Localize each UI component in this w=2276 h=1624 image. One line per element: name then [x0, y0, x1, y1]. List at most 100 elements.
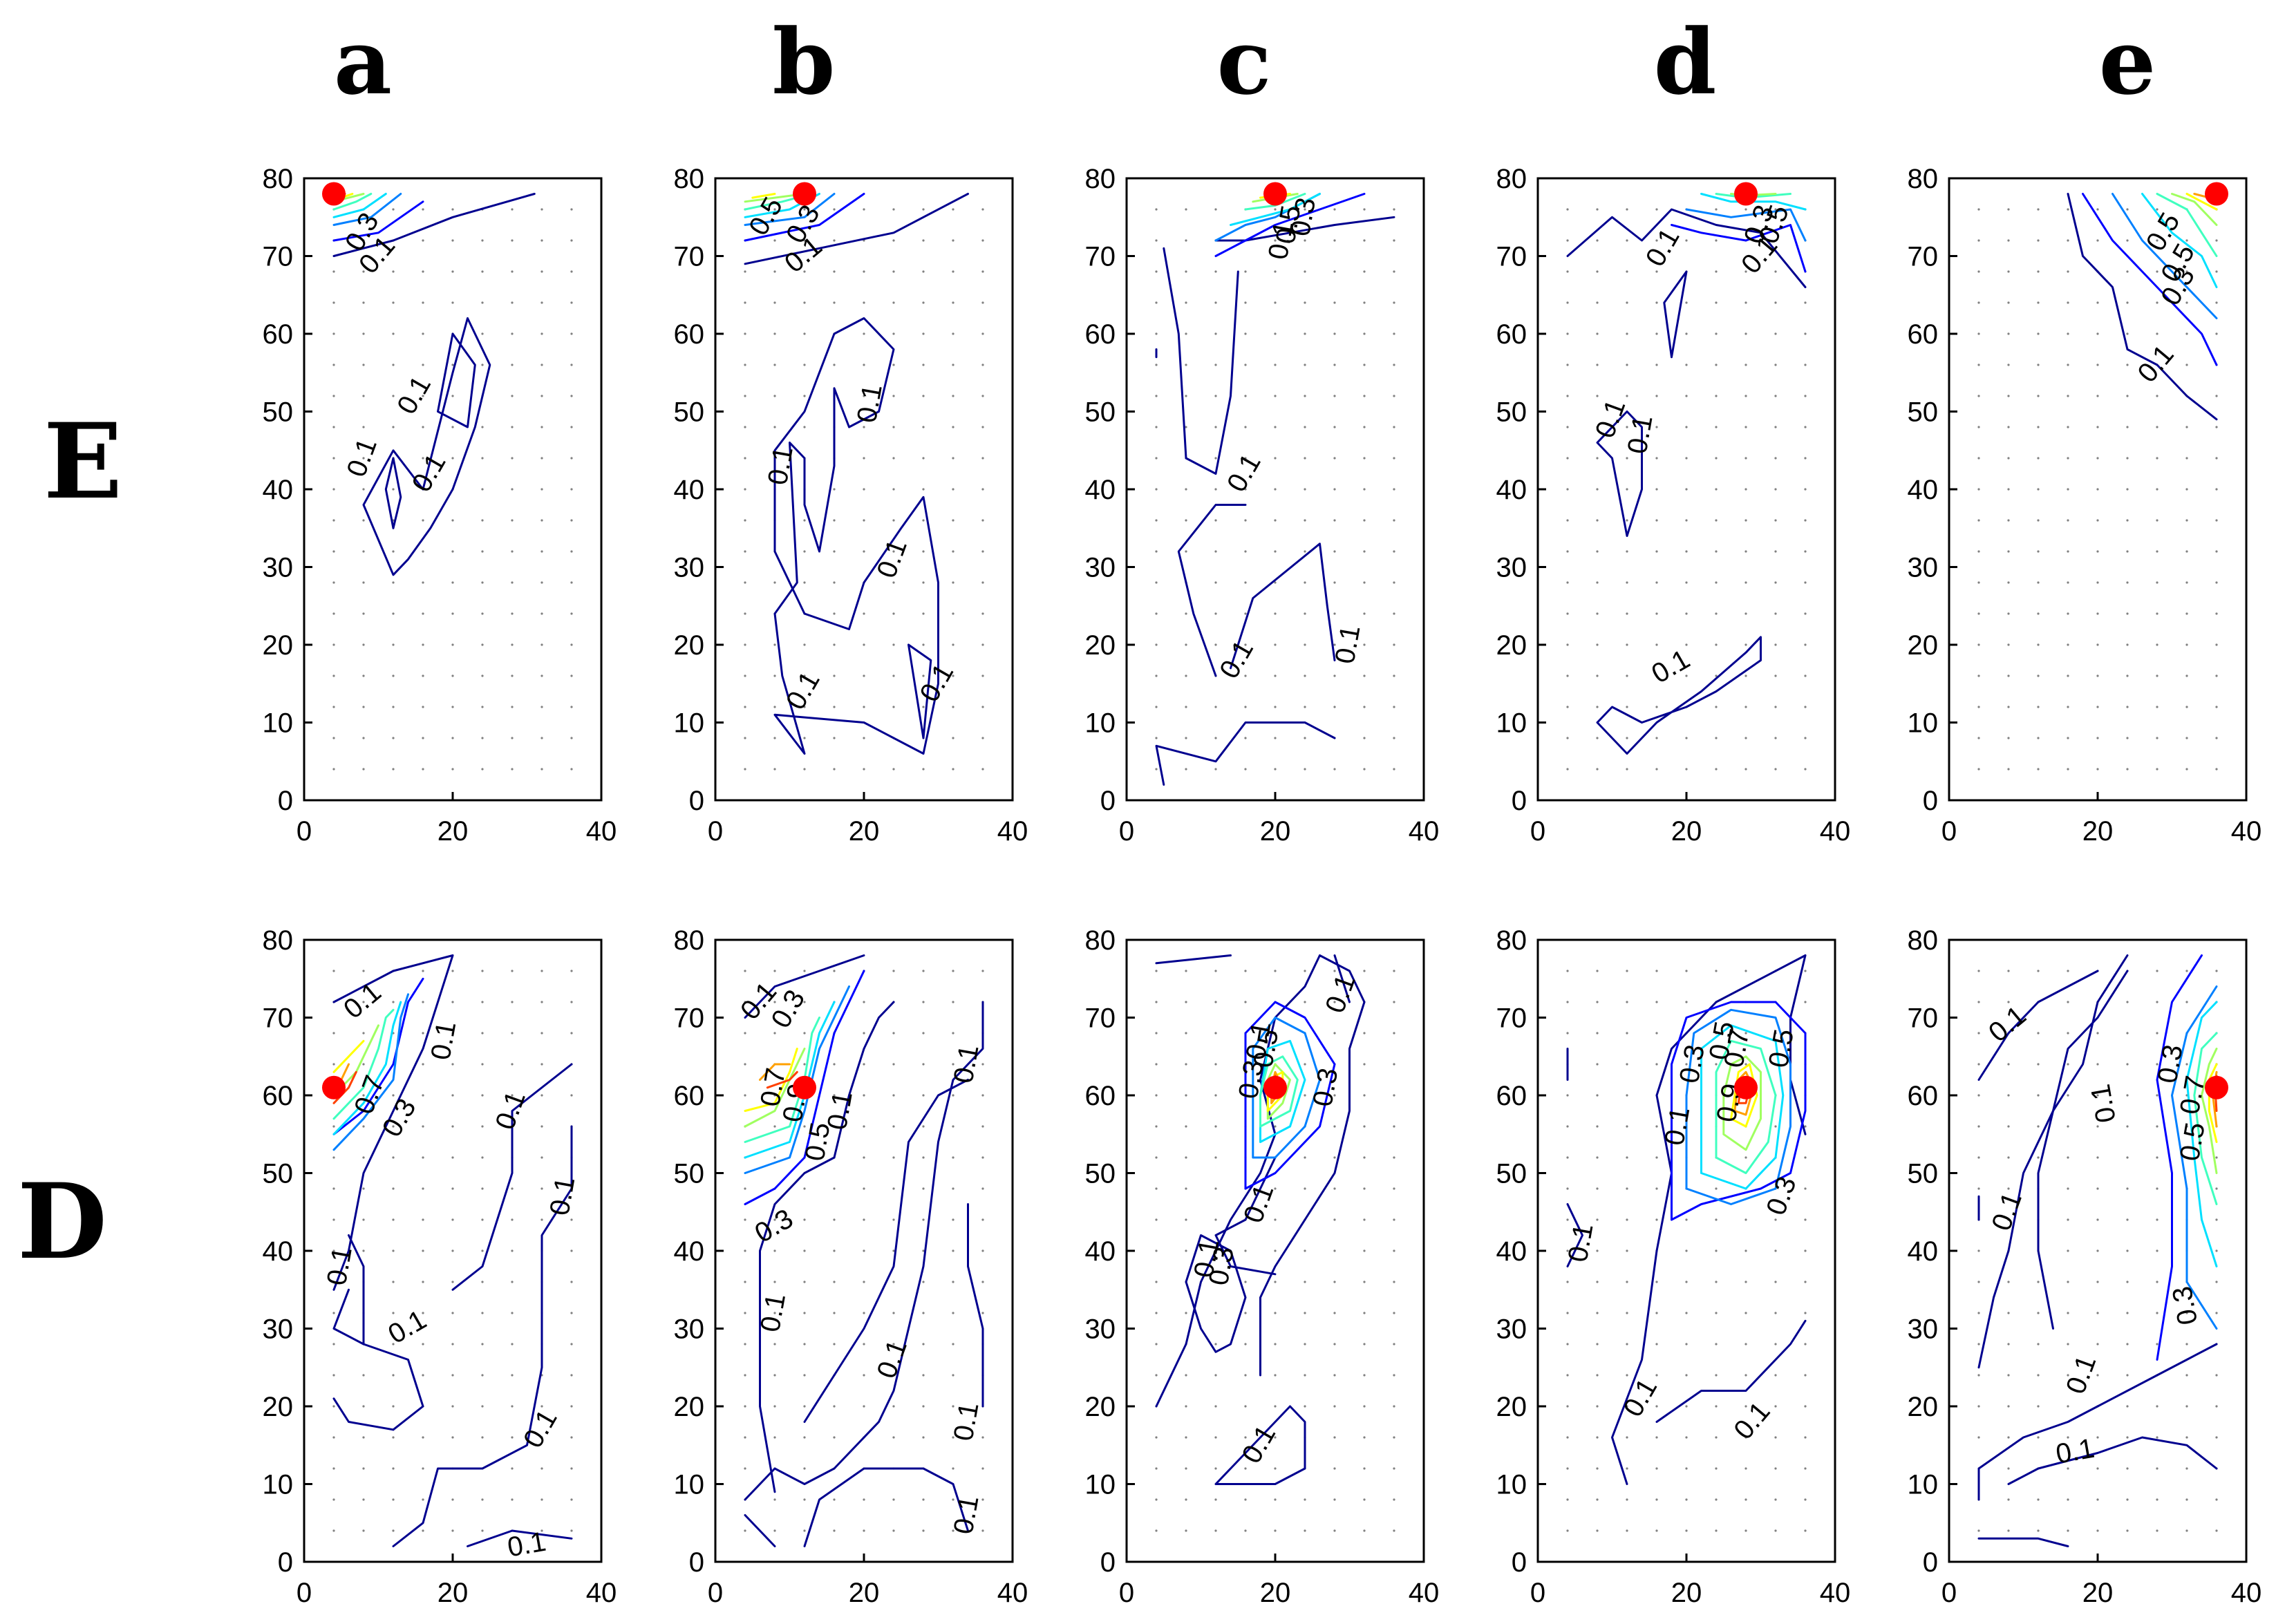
grid-dot — [511, 301, 514, 304]
grid-dot — [1363, 301, 1366, 304]
grid-dot — [1155, 643, 1158, 646]
grid-dot — [1155, 426, 1158, 428]
grid-dot — [2126, 1249, 2129, 1252]
grid-dot — [1715, 270, 1718, 273]
y-tick-label: 80 — [674, 925, 705, 956]
grid-dot — [540, 395, 543, 397]
grid-dot — [1596, 643, 1599, 646]
grid-dot — [2156, 674, 2159, 677]
grid-dot — [451, 301, 454, 304]
grid-dot — [863, 612, 865, 615]
grid-dot — [362, 1498, 365, 1501]
grid-dot — [1804, 1249, 1807, 1252]
grid-dot — [2007, 1063, 2010, 1066]
grid-dot — [1244, 768, 1247, 771]
grid-dot — [2067, 1436, 2069, 1439]
contour-label-D-c-0: 0.1 — [1319, 970, 1361, 1017]
grid-dot — [1214, 1187, 1217, 1190]
grid-dot — [1715, 581, 1718, 584]
x-tick-label: 20 — [849, 1578, 880, 1608]
x-tick-label: 40 — [2231, 1578, 2262, 1608]
grid-dot — [773, 270, 776, 273]
grid-dot — [511, 643, 514, 646]
grid-dot — [540, 301, 543, 304]
grid-dot — [1393, 1312, 1395, 1314]
grid-dot — [922, 395, 925, 397]
grid-dot — [2126, 1343, 2129, 1346]
grid-dot — [1185, 426, 1187, 428]
x-tick-label: 0 — [1530, 816, 1545, 847]
grid-dot — [1393, 395, 1395, 397]
grid-dot — [1977, 1001, 1980, 1003]
grid-dot — [2126, 674, 2129, 677]
grid-dot — [540, 1094, 543, 1097]
grid-dot — [744, 1343, 746, 1346]
grid-dot — [922, 1001, 925, 1003]
grid-dot — [392, 395, 395, 397]
grid-dot — [362, 301, 365, 304]
grid-dot — [570, 1498, 573, 1501]
grid-dot — [2067, 239, 2069, 242]
y-tick-label: 0 — [689, 1547, 704, 1578]
contour-label-D-c-2: 0.3 — [1233, 1058, 1270, 1101]
grid-dot — [2037, 612, 2040, 615]
contour-line-D-a-5-level-0.1 — [451, 1063, 573, 1291]
grid-dot — [451, 1001, 454, 1003]
grid-dot — [1185, 1218, 1187, 1221]
grid-dot — [773, 706, 776, 708]
grid-dot — [1214, 1436, 1217, 1439]
grid-dot — [481, 612, 484, 615]
contour-line-D-e-4-level-0.1 — [2007, 1436, 2218, 1485]
x-tick-label: 0 — [1941, 1578, 1957, 1608]
grid-dot — [1393, 768, 1395, 771]
grid-dot — [1977, 581, 1980, 584]
grid-dot — [2007, 1281, 2010, 1283]
grid-dot — [1685, 1218, 1688, 1221]
grid-dot — [952, 457, 954, 460]
grid-dot — [1804, 1187, 1807, 1190]
grid-dot — [1977, 488, 1980, 491]
grid-dot — [1715, 301, 1718, 304]
grid-dot — [1185, 768, 1187, 771]
y-tick-label: 10 — [674, 708, 705, 739]
grid-dot — [2156, 1218, 2159, 1221]
grid-dot — [570, 363, 573, 366]
grid-dot — [1244, 488, 1247, 491]
grid-dot — [570, 1001, 573, 1003]
source-marker-E-a — [322, 182, 346, 206]
grid-dot — [1977, 550, 1980, 553]
grid-dot — [1274, 1467, 1277, 1470]
grid-dot — [1393, 706, 1395, 708]
contour-label-D-b-11: 0.1 — [948, 1493, 985, 1536]
grid-dot — [1977, 737, 1980, 739]
contour-line-E-e-4-level-0.5 — [2156, 193, 2218, 257]
grid-dot — [332, 301, 335, 304]
grid-dot — [1596, 488, 1599, 491]
grid-dot — [892, 332, 895, 335]
grid-dot — [981, 550, 984, 553]
y-tick-label: 20 — [1085, 1392, 1116, 1422]
grid-dot — [1804, 1125, 1807, 1128]
grid-dot — [1274, 1374, 1277, 1377]
grid-dot — [2096, 363, 2099, 366]
grid-dot — [1155, 550, 1158, 553]
grid-dot — [1655, 581, 1658, 584]
grid-dot — [332, 970, 335, 972]
grid-dot — [2037, 1281, 2040, 1283]
grid-dot — [2037, 332, 2040, 335]
grid-dot — [744, 1467, 746, 1470]
grid-dot — [1655, 1343, 1658, 1346]
grid-dot — [1274, 581, 1277, 584]
grid-dot — [981, 1249, 984, 1252]
grid-dot — [570, 1343, 573, 1346]
grid-dot — [1774, 1063, 1777, 1066]
grid-dot — [2185, 1498, 2188, 1501]
grid-dot — [2096, 643, 2099, 646]
grid-dot — [1566, 1032, 1569, 1035]
grid-dot — [892, 1374, 895, 1377]
y-tick-label: 0 — [278, 1547, 293, 1578]
grid-dot — [1393, 426, 1395, 428]
grid-dot — [1977, 270, 1980, 273]
grid-dot — [1774, 550, 1777, 553]
